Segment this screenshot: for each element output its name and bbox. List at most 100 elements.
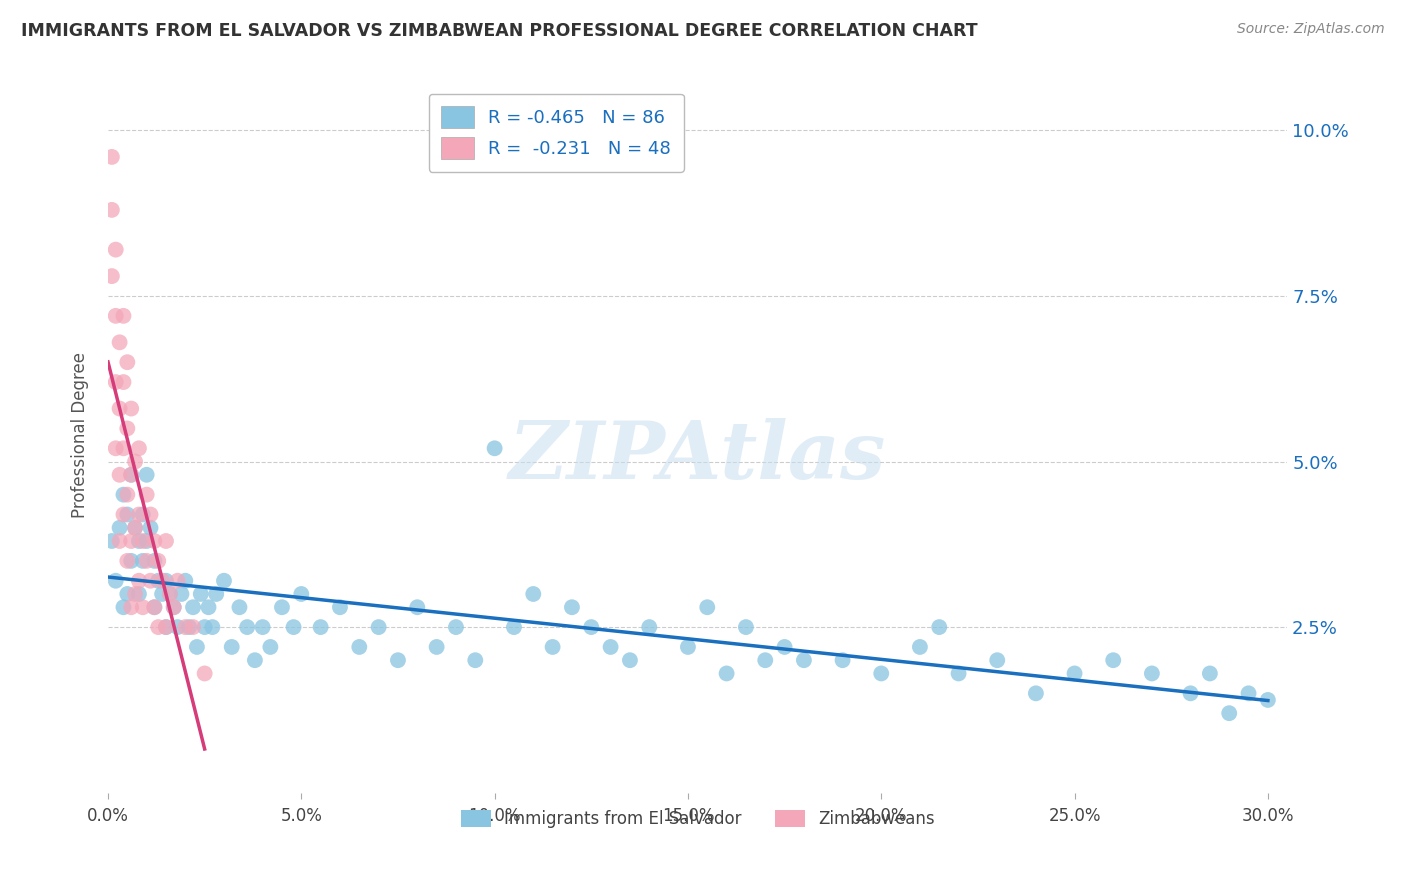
Point [117,421,139,435]
Point [541,640,564,654]
Point [139,508,162,522]
Point [120,534,142,549]
Point [349,640,371,654]
Point [135,534,157,549]
Point [735,620,758,634]
Point [716,666,738,681]
Point [444,620,467,634]
Point [108,401,131,416]
Point [221,640,243,654]
Point [793,653,815,667]
Point [181,600,204,615]
Point [101,150,124,164]
Point [387,653,409,667]
Point [1218,706,1240,721]
Point [112,600,135,615]
Point [522,587,544,601]
Point [406,600,429,615]
Point [128,574,150,588]
Point [1199,666,1222,681]
Point [155,620,177,634]
Point [163,600,186,615]
Point [132,554,155,568]
Y-axis label: Professional Degree: Professional Degree [72,352,89,518]
Text: Source: ZipAtlas.com: Source: ZipAtlas.com [1237,22,1385,37]
Point [484,442,506,456]
Point [194,666,217,681]
Point [117,508,139,522]
Point [124,587,146,601]
Point [120,554,142,568]
Point [986,653,1008,667]
Point [108,521,131,535]
Point [132,534,155,549]
Point [166,574,188,588]
Text: IMMIGRANTS FROM EL SALVADOR VS ZIMBABWEAN PROFESSIONAL DEGREE CORRELATION CHART: IMMIGRANTS FROM EL SALVADOR VS ZIMBABWEA… [21,22,977,40]
Point [104,309,127,323]
Point [1102,653,1125,667]
Point [104,442,127,456]
Point [166,620,188,634]
Point [948,666,970,681]
Point [104,243,127,257]
Point [120,600,142,615]
Point [190,587,212,601]
Point [148,574,170,588]
Point [108,534,131,549]
Point [150,574,173,588]
Point [132,508,155,522]
Point [120,467,142,482]
Point [101,269,124,284]
Point [155,534,177,549]
Point [112,488,135,502]
Point [201,620,224,634]
Point [128,508,150,522]
Point [197,600,219,615]
Point [104,375,127,389]
Point [124,454,146,468]
Point [212,574,235,588]
Point [124,521,146,535]
Point [1140,666,1163,681]
Point [155,620,177,634]
Point [135,467,157,482]
Point [128,534,150,549]
Point [124,521,146,535]
Point [309,620,332,634]
Point [754,653,776,667]
Point [139,574,162,588]
Point [170,587,193,601]
Point [104,574,127,588]
Point [112,309,135,323]
Point [159,587,181,601]
Point [174,620,197,634]
Point [143,554,166,568]
Point [252,620,274,634]
Point [101,202,124,217]
Point [101,534,124,549]
Point [561,600,583,615]
Point [831,653,853,667]
Point [773,640,796,654]
Point [108,467,131,482]
Point [150,587,173,601]
Point [581,620,603,634]
Point [112,508,135,522]
Point [236,620,259,634]
Point [128,442,150,456]
Point [599,640,621,654]
Point [155,574,177,588]
Point [117,554,139,568]
Point [426,640,449,654]
Point [1025,686,1047,700]
Text: ZIPAtlas: ZIPAtlas [509,417,886,495]
Point [271,600,294,615]
Point [148,554,170,568]
Point [205,587,228,601]
Point [464,653,486,667]
Point [194,620,217,634]
Point [139,521,162,535]
Point [108,335,131,350]
Legend: Immigrants from El Salvador, Zimbabweans: Immigrants from El Salvador, Zimbabweans [454,803,942,834]
Point [676,640,699,654]
